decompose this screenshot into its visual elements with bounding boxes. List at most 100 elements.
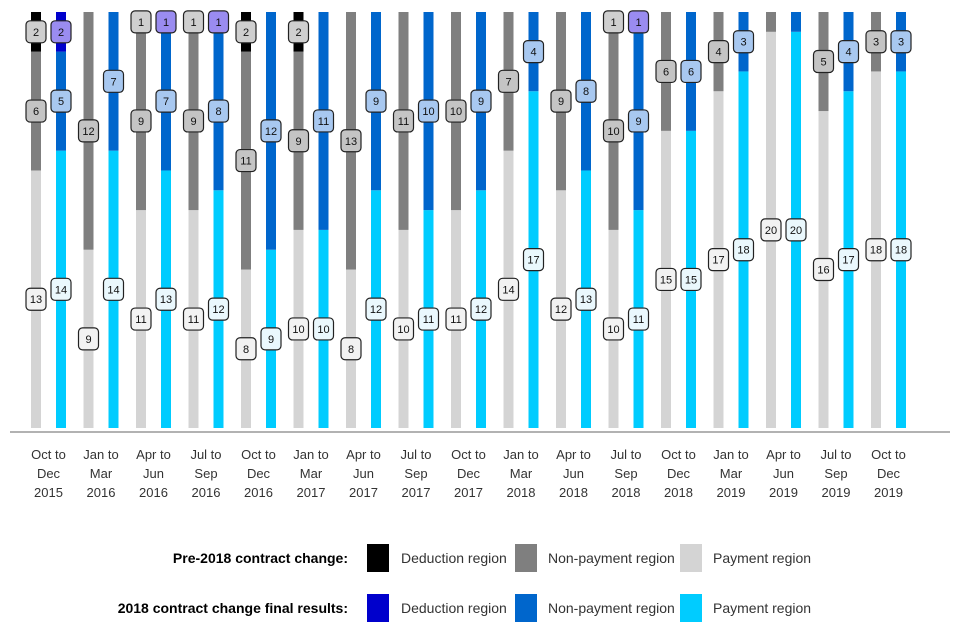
data-label-pre-non-payment-region-5: 9 bbox=[295, 136, 301, 148]
x-tick-label-3-line-1: Sep bbox=[194, 466, 217, 481]
data-label-box-post-non-payment-region-0 bbox=[50, 89, 72, 113]
data-label-post-payment-region-3: 12 bbox=[212, 304, 224, 316]
data-label-box-pre-non-payment-region-10 bbox=[550, 89, 572, 113]
data-label-post-non-payment-region-7: 10 bbox=[422, 106, 434, 118]
data-label-pre-payment-region-5: 10 bbox=[292, 324, 304, 336]
x-tick-label-16-line-2: 2019 bbox=[874, 485, 903, 500]
data-label-box-pre-deduction-region-11 bbox=[602, 10, 625, 34]
data-label-post-payment-region-14: 20 bbox=[790, 225, 802, 237]
data-label-box-post-non-payment-region-10 bbox=[575, 79, 597, 103]
x-tick-label-0-line-2: 2015 bbox=[34, 485, 63, 500]
data-label-post-deduction-region-0: 2 bbox=[58, 27, 64, 39]
data-label-pre-payment-region-15: 16 bbox=[817, 265, 829, 277]
data-label-box-post-payment-region-4 bbox=[260, 327, 282, 351]
data-label-box-pre-payment-region-5 bbox=[287, 317, 310, 341]
x-tick-label-16-line-0: Oct to bbox=[871, 447, 906, 462]
x-tick-label-13-line-2: 2019 bbox=[717, 485, 746, 500]
data-label-post-non-payment-region-12: 6 bbox=[688, 66, 694, 78]
data-label-box-post-payment-region-1 bbox=[102, 277, 125, 301]
legend-swatch-pre-payment bbox=[680, 544, 702, 572]
data-label-box-post-payment-region-11 bbox=[627, 307, 650, 331]
data-label-box-pre-payment-region-12 bbox=[655, 267, 677, 292]
x-tick-label-10-line-0: Apr to bbox=[556, 447, 591, 462]
legend-swatch-2018-deduction bbox=[367, 594, 389, 622]
x-tick-label-7-line-0: Jul to bbox=[400, 447, 431, 462]
data-label-box-pre-payment-region-10 bbox=[550, 297, 572, 321]
data-label-pre-deduction-region-2: 1 bbox=[138, 17, 144, 29]
x-tick-label-16-line-1: Dec bbox=[877, 466, 901, 481]
data-label-pre-payment-region-13: 17 bbox=[712, 255, 724, 267]
data-label-pre-payment-region-12: 15 bbox=[660, 274, 672, 286]
data-label-box-post-payment-region-6 bbox=[365, 297, 387, 321]
data-label-box-post-payment-region-8 bbox=[470, 297, 492, 321]
data-label-box-post-payment-region-12 bbox=[680, 267, 702, 292]
data-label-box-pre-non-payment-region-8 bbox=[445, 99, 467, 123]
data-label-box-post-payment-region-0 bbox=[50, 277, 72, 301]
data-label-pre-deduction-region-4: 2 bbox=[243, 27, 249, 39]
data-label-pre-payment-region-16: 18 bbox=[870, 245, 882, 257]
data-label-box-pre-payment-region-0 bbox=[25, 287, 47, 311]
data-label-post-deduction-region-2: 1 bbox=[163, 17, 169, 29]
data-label-post-non-payment-region-15: 4 bbox=[845, 47, 851, 59]
data-label-post-non-payment-region-2: 7 bbox=[163, 96, 169, 108]
data-label-box-post-non-payment-region-16 bbox=[890, 30, 912, 54]
data-label-pre-non-payment-region-12: 6 bbox=[663, 66, 669, 78]
data-label-post-non-payment-region-11: 9 bbox=[635, 116, 641, 128]
x-tick-label-11-line-2: 2018 bbox=[612, 485, 641, 500]
data-label-box-post-non-payment-region-15 bbox=[837, 40, 860, 64]
data-label-box-post-payment-region-15 bbox=[837, 248, 860, 272]
data-label-box-pre-payment-region-11 bbox=[602, 317, 625, 341]
data-label-post-non-payment-region-16: 3 bbox=[898, 37, 904, 49]
data-label-box-pre-non-payment-region-11 bbox=[602, 119, 625, 143]
x-tick-label-10-line-1: Jun bbox=[563, 466, 584, 481]
x-tick-label-6-line-1: Jun bbox=[353, 466, 374, 481]
data-label-box-post-deduction-region-2 bbox=[155, 10, 177, 34]
data-label-pre-payment-region-3: 11 bbox=[188, 314, 199, 326]
data-label-post-non-payment-region-0: 5 bbox=[58, 96, 64, 108]
data-label-box-post-payment-region-5 bbox=[312, 317, 335, 341]
data-label-box-pre-non-payment-region-4 bbox=[235, 148, 257, 173]
data-label-box-post-payment-region-14 bbox=[785, 218, 807, 242]
data-label-post-payment-region-5: 10 bbox=[317, 324, 329, 336]
legend-swatch-2018-nonpayment bbox=[515, 594, 537, 622]
data-label-box-post-non-payment-region-9 bbox=[522, 40, 545, 64]
data-label-pre-non-payment-region-3: 9 bbox=[190, 116, 196, 128]
data-label-post-non-payment-region-13: 3 bbox=[740, 37, 746, 49]
data-label-pre-payment-region-2: 11 bbox=[135, 314, 146, 326]
x-tick-label-14-line-1: Jun bbox=[773, 466, 794, 481]
data-label-box-pre-deduction-region-3 bbox=[182, 10, 205, 34]
data-label-post-non-payment-region-3: 8 bbox=[215, 106, 221, 118]
bar-post-non-payment-region-14 bbox=[791, 12, 801, 32]
data-label-pre-deduction-region-11: 1 bbox=[610, 17, 616, 29]
data-label-pre-payment-region-7: 10 bbox=[397, 324, 409, 336]
x-tick-label-13-line-1: Mar bbox=[720, 466, 743, 481]
data-label-box-post-non-payment-region-12 bbox=[680, 59, 702, 84]
data-label-pre-payment-region-1: 9 bbox=[85, 334, 91, 346]
data-label-post-payment-region-9: 17 bbox=[527, 255, 539, 267]
data-label-box-pre-non-payment-region-16 bbox=[865, 30, 887, 54]
data-label-post-non-payment-region-1: 7 bbox=[110, 76, 116, 88]
legend-label-2018-nonpayment: Non-payment region bbox=[548, 600, 675, 616]
data-label-pre-payment-region-11: 10 bbox=[607, 324, 619, 336]
data-label-post-payment-region-13: 18 bbox=[737, 245, 749, 257]
data-label-pre-payment-region-9: 14 bbox=[502, 284, 514, 296]
data-label-box-pre-payment-region-16 bbox=[865, 238, 887, 262]
data-label-pre-payment-region-4: 8 bbox=[243, 344, 249, 356]
x-tick-label-12-line-1: Dec bbox=[667, 466, 691, 481]
x-tick-label-12-line-0: Oct to bbox=[661, 447, 696, 462]
data-label-pre-non-payment-region-13: 4 bbox=[715, 47, 721, 59]
legend-label-pre-payment: Payment region bbox=[713, 550, 812, 566]
data-label-box-pre-non-payment-region-6 bbox=[340, 129, 362, 153]
data-label-box-post-non-payment-region-5 bbox=[312, 109, 335, 133]
x-tick-label-12-line-2: 2018 bbox=[664, 485, 693, 500]
data-label-box-post-payment-region-7 bbox=[417, 307, 440, 331]
data-label-pre-payment-region-14: 20 bbox=[765, 225, 777, 237]
legend-row-2018: 2018 contract change final results: Dedu… bbox=[0, 590, 960, 630]
x-tick-label-9-line-2: 2018 bbox=[507, 485, 536, 500]
data-label-box-pre-non-payment-region-12 bbox=[655, 59, 677, 84]
data-label-post-deduction-region-3: 1 bbox=[215, 17, 221, 29]
data-label-post-payment-region-15: 17 bbox=[842, 255, 854, 267]
x-tick-label-14-line-0: Apr to bbox=[766, 447, 801, 462]
data-label-post-payment-region-12: 15 bbox=[685, 274, 697, 286]
data-label-pre-deduction-region-0: 2 bbox=[33, 27, 39, 39]
